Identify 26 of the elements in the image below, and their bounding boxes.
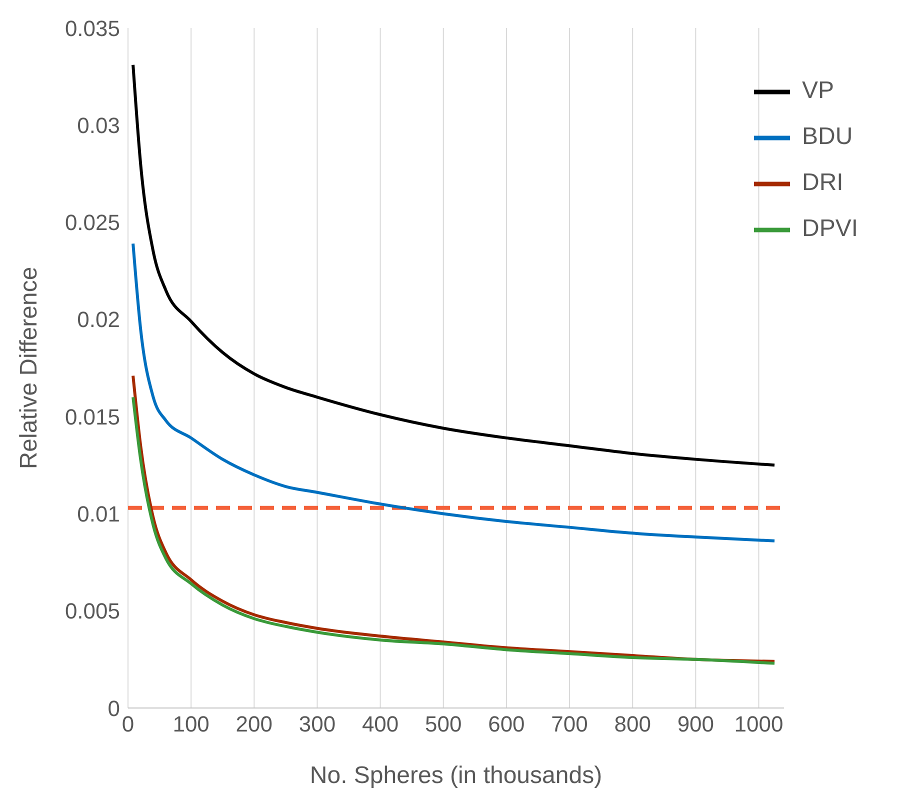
x-tick-label: 400	[362, 712, 399, 737]
x-tick-label: 300	[298, 712, 336, 737]
y-tick-label: 0.005	[64, 598, 120, 624]
legend-label: BDU	[802, 123, 853, 150]
y-tick-label: 0.02	[77, 307, 120, 332]
x-tick-label: 800	[614, 712, 651, 737]
x-tick-label: 500	[425, 712, 462, 737]
y-tick-label: 0.025	[64, 210, 120, 236]
legend-label: VP	[802, 77, 834, 104]
y-axis-title: Relative Difference	[16, 266, 43, 470]
x-tick-label: 200	[236, 712, 273, 737]
line-series	[132, 63, 776, 467]
x-axis-title: No. Spheres (in thousands)	[310, 762, 602, 789]
legend-label: DRI	[802, 169, 844, 196]
x-tick-label: 600	[488, 712, 525, 737]
y-tick-label: 0	[108, 696, 120, 721]
y-tick-label: 0.01	[77, 502, 120, 527]
y-tick-label: 0.03	[77, 112, 120, 138]
x-tick-label: 1000	[734, 712, 784, 737]
y-tick-label: 0.035	[64, 16, 120, 41]
x-tick-label: 700	[551, 712, 588, 737]
x-tick-label: 900	[677, 712, 714, 737]
y-tick-label: 0.015	[64, 404, 120, 430]
legend-label: DPVI	[802, 215, 858, 242]
line-series	[132, 242, 776, 542]
x-tick-label: 100	[172, 712, 210, 737]
